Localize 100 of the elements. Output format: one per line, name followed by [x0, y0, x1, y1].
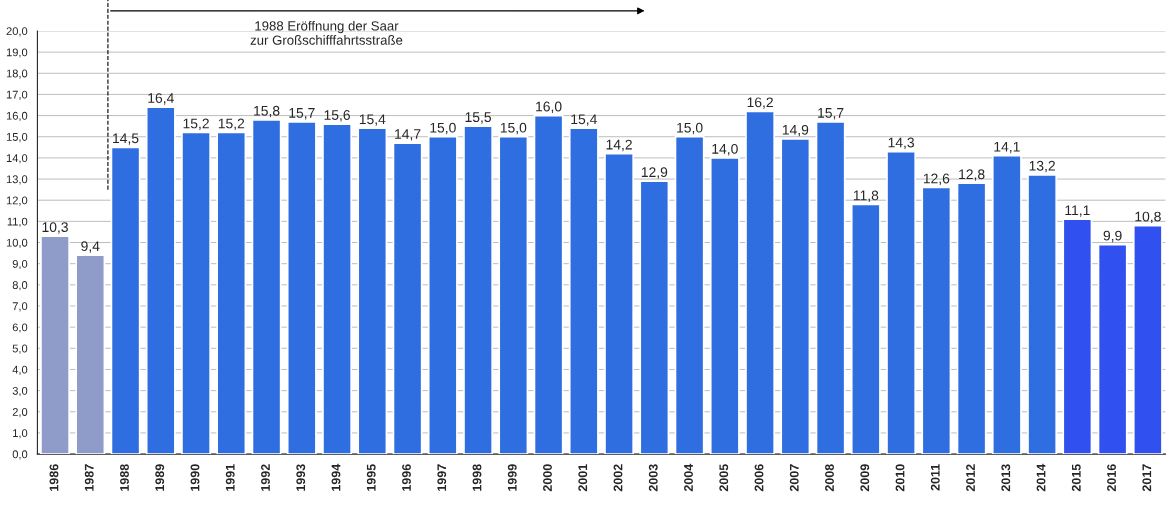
data-label: 14,1 [994, 141, 1020, 154]
x-tick-label: 2009 [860, 464, 870, 492]
y-tick-label: 16,0 [6, 111, 28, 122]
y-tick-label: 2,0 [12, 408, 28, 418]
bar [533, 114, 564, 455]
data-label: 16,0 [536, 101, 562, 114]
y-tick-label: 11,0 [7, 217, 28, 227]
x-tick-label: 1996 [402, 464, 411, 491]
x-tick-label: 1998 [472, 464, 482, 491]
x-tick-label: 1986 [49, 464, 59, 491]
data-label: 15,4 [359, 114, 386, 126]
bar [357, 127, 388, 455]
bar [886, 150, 917, 455]
x-tick-label: 2015 [1071, 464, 1081, 492]
bar [110, 146, 141, 455]
y-tick-label: 10,0 [6, 238, 28, 248]
y-tick-label: 18,0 [6, 69, 28, 79]
x-tick-label: 2011 [930, 464, 940, 491]
bar [639, 180, 670, 455]
x-tick-label: 1991 [225, 464, 235, 491]
bar [322, 123, 352, 455]
data-label: 10,8 [1135, 211, 1161, 224]
data-label: 12,6 [923, 173, 950, 186]
bar [1132, 224, 1163, 455]
data-label: 15,2 [218, 118, 245, 131]
data-label: 15,0 [677, 122, 703, 135]
bar [1027, 173, 1058, 455]
bar [604, 152, 635, 455]
bar [40, 235, 70, 455]
x-tick-label: 2007 [789, 464, 799, 492]
data-label: 15,0 [500, 122, 527, 135]
data-label: 14,0 [712, 143, 738, 156]
y-tick-label: 5,0 [12, 344, 28, 354]
bar [674, 135, 705, 455]
x-tick-label: 2002 [613, 464, 623, 492]
data-label: 10,3 [42, 222, 68, 234]
y-tick-label: 15,0 [6, 133, 28, 143]
data-label: 14,9 [782, 124, 809, 137]
bar [780, 138, 811, 455]
x-tick-label: 1992 [261, 464, 270, 491]
data-label: 11,1 [1065, 205, 1090, 217]
bar [145, 106, 176, 455]
x-tick-label: 2017 [1142, 464, 1152, 492]
data-label: 15,8 [254, 105, 280, 118]
data-label: 14,2 [606, 139, 632, 152]
x-tick-label: 2010 [895, 464, 905, 492]
y-tick-label: 19,0 [6, 48, 28, 58]
bar [392, 142, 423, 455]
y-tick-label: 8,0 [12, 281, 28, 291]
x-tick-label: 1990 [190, 464, 200, 491]
bar [286, 121, 317, 455]
x-tick-label: 2005 [719, 464, 729, 492]
bar [815, 121, 846, 455]
data-label: 14,5 [113, 133, 139, 145]
bar [745, 110, 776, 455]
data-label: 9,4 [81, 241, 100, 253]
bar [75, 254, 106, 455]
y-tick-label: 9,0 [12, 259, 28, 270]
x-tick-label: 1993 [296, 464, 306, 491]
y-tick-label: 4,0 [12, 365, 28, 375]
bar [568, 127, 599, 455]
bar [251, 118, 282, 455]
x-tick-label: 1995 [366, 464, 376, 491]
bar [1062, 218, 1093, 455]
x-tick-label: 2000 [543, 464, 552, 492]
x-tick-label: 2004 [684, 463, 693, 492]
data-label: 15,6 [324, 110, 350, 122]
x-tick-label: 1994 [331, 463, 341, 491]
x-tick-label: 1989 [155, 464, 165, 491]
bar [709, 157, 740, 455]
x-tick-label: 2013 [1001, 464, 1011, 492]
data-label: 9,9 [1103, 230, 1122, 243]
x-tick-label: 2001 [578, 464, 588, 492]
bar [216, 131, 247, 455]
data-label: 12,8 [959, 169, 985, 181]
data-label: 12,9 [641, 167, 668, 179]
data-label: 15,5 [465, 112, 491, 124]
data-label: 14,3 [888, 137, 914, 150]
x-tick-label: 2016 [1107, 464, 1116, 492]
bar [463, 125, 494, 455]
bar [921, 186, 952, 455]
y-tick-label: 7,0 [12, 302, 28, 312]
y-tick-label: 12,0 [6, 196, 28, 206]
x-tick-label: 2006 [754, 464, 764, 492]
x-tick-label: 1997 [437, 464, 447, 491]
data-label: 15,2 [183, 118, 209, 131]
data-label: 15,0 [430, 122, 456, 135]
bar [1097, 243, 1128, 455]
x-tick-label: 1999 [507, 464, 517, 491]
data-label: 11,8 [853, 190, 879, 202]
bar [991, 154, 1022, 455]
y-tick-label: 17,0 [6, 90, 28, 100]
y-tick-label: 6,0 [12, 323, 28, 333]
x-tick-label: 2003 [648, 464, 658, 492]
y-tick-label: 0,0 [12, 450, 28, 460]
bar [498, 135, 529, 455]
y-tick-label: 3,0 [12, 386, 28, 397]
x-tick-label: 2014 [1036, 463, 1046, 492]
data-label: 15,4 [571, 114, 597, 126]
data-label: 16,4 [148, 93, 174, 105]
